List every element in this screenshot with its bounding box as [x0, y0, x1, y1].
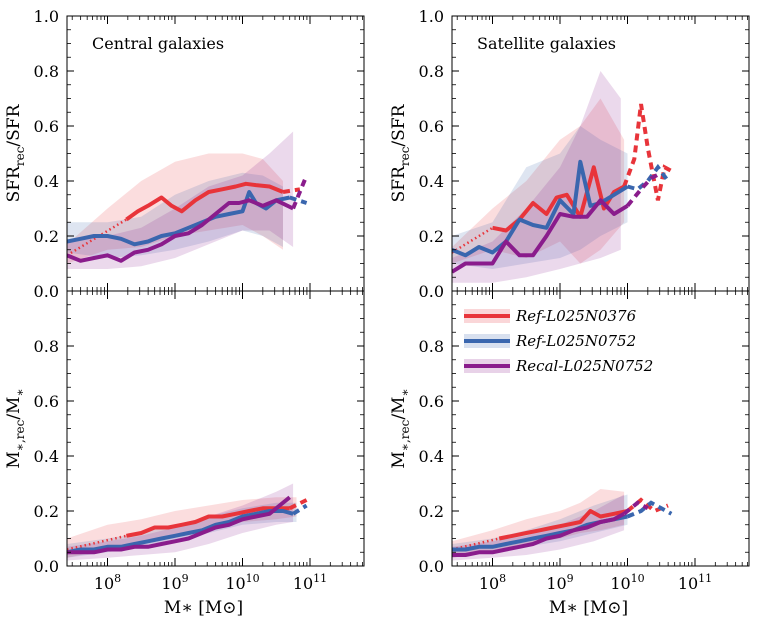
x-tick-label: 109	[546, 572, 573, 593]
y-tick-label: 0.6	[419, 392, 444, 411]
panel-top-left: 0.0 0.2 0.4 0.6 0.8 1.0 SFRrec/SFR Central gala…	[4, 7, 365, 301]
y-axis-label: SFRrec/SFR	[4, 103, 27, 202]
recal752-line	[67, 198, 294, 263]
legend-label: Ref-L025N0752	[515, 332, 636, 350]
x-tick-label: 1010	[225, 572, 259, 593]
ref376-line-dotted	[67, 534, 127, 551]
x-tick-label: 1011	[293, 572, 327, 593]
ref752-scatter-band	[452, 494, 628, 558]
ref376-line-dashed	[282, 187, 301, 194]
ref752-line-dashed	[292, 503, 308, 516]
y-tick-label: 0.6	[419, 117, 444, 136]
ref376-line-dashed	[288, 498, 308, 511]
y-tick-label: 0.4	[34, 447, 59, 466]
ref376-line-dotted	[452, 226, 494, 254]
ref376-scatter-band	[452, 489, 625, 558]
y-tick-label: 0.8	[419, 62, 444, 81]
recal752-scatter-band	[452, 494, 625, 561]
legend-item-recal752: Recal-L025N0752	[464, 357, 653, 375]
recal752-scatter-band	[67, 131, 294, 269]
y-axis-label: M∗,rec/M∗	[389, 388, 412, 468]
y-tick-label: 0.0	[419, 282, 444, 301]
recal752-line	[67, 495, 291, 555]
y-tick-label: 1.0	[34, 7, 59, 26]
x-axis-label: M∗ [M⊙]	[164, 598, 243, 618]
y-tick-label: 0.4	[419, 447, 444, 466]
x-tick-label: 1011	[678, 572, 712, 593]
recal752-scatter-band	[452, 71, 621, 283]
panel-top-right: 0.0 0.2 0.4 0.6 0.8 1.0 SFRrec/SFR Satellite ga…	[389, 7, 750, 301]
ref376-line-dashed	[622, 103, 676, 201]
legend-item-ref376: Ref-L025N0376	[464, 307, 637, 325]
y-tick-label: 0.2	[419, 227, 444, 246]
recal752-line-dashed	[291, 174, 309, 210]
y-axis-label: SFRrec/SFR	[389, 103, 412, 202]
y-axis-label: M∗,rec/M∗	[4, 388, 27, 468]
ref376-line	[126, 506, 290, 538]
panel-bottom-left: 0.0 0.2 0.4 0.6 0.8 108 109 1010 1011 M∗ [M⊙] M∗,r…	[4, 290, 365, 618]
panel-title: Satellite galaxies	[477, 34, 616, 53]
x-axis-label: M∗ [M⊙]	[549, 598, 628, 618]
y-tick-label: 0.0	[34, 282, 59, 301]
ref376-scatter-band	[452, 98, 625, 264]
y-tick-label: 0.6	[34, 117, 59, 136]
y-tick-label: 0.8	[34, 62, 59, 81]
ref752-line-dashed	[626, 163, 670, 192]
legend-item-ref752: Ref-L025N0752	[464, 332, 636, 350]
plot-area	[67, 483, 308, 561]
plot-area	[452, 71, 676, 283]
ref752-line	[67, 509, 294, 555]
ref752-line-dashed	[289, 195, 308, 205]
legend-label: Ref-L025N0376	[515, 307, 637, 325]
y-tick-label: 0.0	[34, 557, 59, 576]
panel-title: Central galaxies	[92, 34, 224, 53]
panel-bottom-right: 0.0 0.2 0.4 0.6 0.8 108 109 1010 1011 M∗ [M⊙] M∗,r…	[389, 290, 750, 618]
ref752-scatter-band	[452, 126, 628, 269]
y-tick-label: 0.2	[34, 227, 59, 246]
ref376-line	[498, 509, 628, 541]
recal752-line-dashed	[625, 171, 663, 208]
plot-area	[67, 131, 309, 269]
recal752-scatter-band	[67, 483, 294, 561]
recal752-line	[452, 198, 629, 274]
x-tick-label: 1010	[610, 572, 644, 593]
plot-area	[452, 489, 673, 561]
x-tick-label: 108	[479, 572, 506, 593]
y-tick-label: 0.8	[419, 337, 444, 356]
y-tick-label: 0.2	[34, 502, 59, 521]
x-tick-label: 108	[94, 572, 121, 593]
y-tick-label: 0.4	[34, 172, 59, 191]
ref752-scatter-band	[67, 172, 283, 258]
y-tick-label: 0.4	[419, 172, 444, 191]
legend-label: Recal-L025N0752	[515, 357, 653, 375]
y-tick-label: 1.0	[419, 7, 444, 26]
y-tick-label: 0.6	[34, 392, 59, 411]
y-tick-label: 0.0	[419, 557, 444, 576]
legend: Ref-L025N0376 Ref-L025N0752 Recal-L025N075…	[464, 307, 653, 375]
recal752-line-dashed	[622, 500, 649, 516]
y-tick-label: 0.8	[34, 337, 59, 356]
ref752-line-dashed	[626, 500, 673, 519]
ref376-line	[125, 181, 284, 222]
y-tick-label: 0.2	[419, 502, 444, 521]
x-tick-label: 109	[161, 572, 188, 593]
recal752-line	[452, 512, 626, 557]
